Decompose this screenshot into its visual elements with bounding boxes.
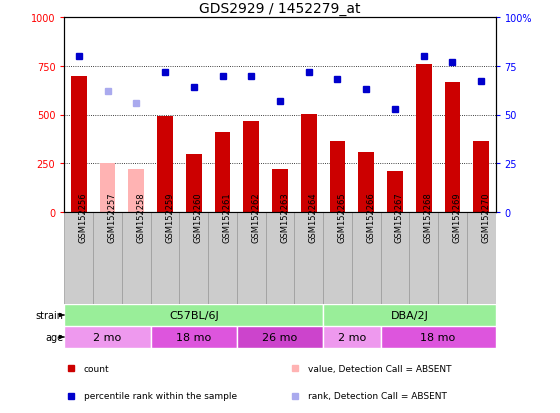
Text: count: count [84, 364, 109, 373]
Text: GSM152260: GSM152260 [194, 192, 203, 242]
Bar [358, 152, 374, 212]
Bar [157, 117, 173, 212]
Bar [128, 170, 144, 212]
Text: GSM152265: GSM152265 [338, 192, 347, 242]
Bar [71, 76, 87, 212]
Bar [416, 65, 432, 212]
Bar [295, 212, 323, 304]
Bar [323, 212, 352, 304]
Text: GSM152262: GSM152262 [251, 192, 260, 242]
Text: C57BL/6J: C57BL/6J [169, 310, 218, 320]
Bar [387, 172, 403, 212]
Text: GSM152268: GSM152268 [424, 192, 433, 242]
Bar [237, 327, 323, 348]
Bar [64, 305, 323, 326]
Bar [186, 155, 202, 212]
Bar [151, 327, 237, 348]
Bar [445, 83, 460, 212]
Bar [381, 327, 496, 348]
Text: 2 mo: 2 mo [338, 332, 366, 342]
Bar [301, 114, 316, 212]
Text: percentile rank within the sample: percentile rank within the sample [84, 392, 237, 401]
Text: GSM152259: GSM152259 [165, 192, 174, 242]
Text: 26 mo: 26 mo [263, 332, 297, 342]
Text: 18 mo: 18 mo [421, 332, 456, 342]
Bar [244, 122, 259, 212]
Bar [330, 142, 346, 212]
Text: strain: strain [35, 310, 63, 320]
Text: 18 mo: 18 mo [176, 332, 211, 342]
Text: GSM152257: GSM152257 [108, 192, 116, 242]
Text: 2 mo: 2 mo [94, 332, 122, 342]
Bar [64, 327, 151, 348]
Bar [237, 212, 265, 304]
Text: GDS2929 / 1452279_at: GDS2929 / 1452279_at [199, 2, 361, 16]
Bar [151, 212, 179, 304]
Bar [64, 212, 93, 304]
Bar [473, 142, 489, 212]
Bar [323, 305, 496, 326]
Text: GSM152258: GSM152258 [136, 192, 145, 242]
Text: DBA/2J: DBA/2J [390, 310, 428, 320]
Bar [93, 212, 122, 304]
Bar [214, 133, 230, 212]
Text: GSM152256: GSM152256 [79, 192, 88, 242]
Text: GSM152263: GSM152263 [280, 192, 289, 242]
Text: value, Detection Call = ABSENT: value, Detection Call = ABSENT [308, 364, 451, 373]
Bar [438, 212, 467, 304]
Text: age: age [45, 332, 63, 342]
Bar [381, 212, 409, 304]
Bar [409, 212, 438, 304]
Text: GSM152264: GSM152264 [309, 192, 318, 242]
Text: GSM152267: GSM152267 [395, 192, 404, 242]
Bar [323, 327, 381, 348]
Text: GSM152266: GSM152266 [366, 192, 375, 242]
Text: GSM152270: GSM152270 [481, 192, 490, 242]
Text: GSM152261: GSM152261 [222, 192, 231, 242]
Bar [265, 212, 295, 304]
Bar [179, 212, 208, 304]
Text: GSM152269: GSM152269 [452, 192, 461, 242]
Bar [272, 170, 288, 212]
Bar [100, 164, 115, 212]
Bar [352, 212, 381, 304]
Text: rank, Detection Call = ABSENT: rank, Detection Call = ABSENT [308, 392, 447, 401]
Bar [122, 212, 151, 304]
Bar [467, 212, 496, 304]
Bar [208, 212, 237, 304]
